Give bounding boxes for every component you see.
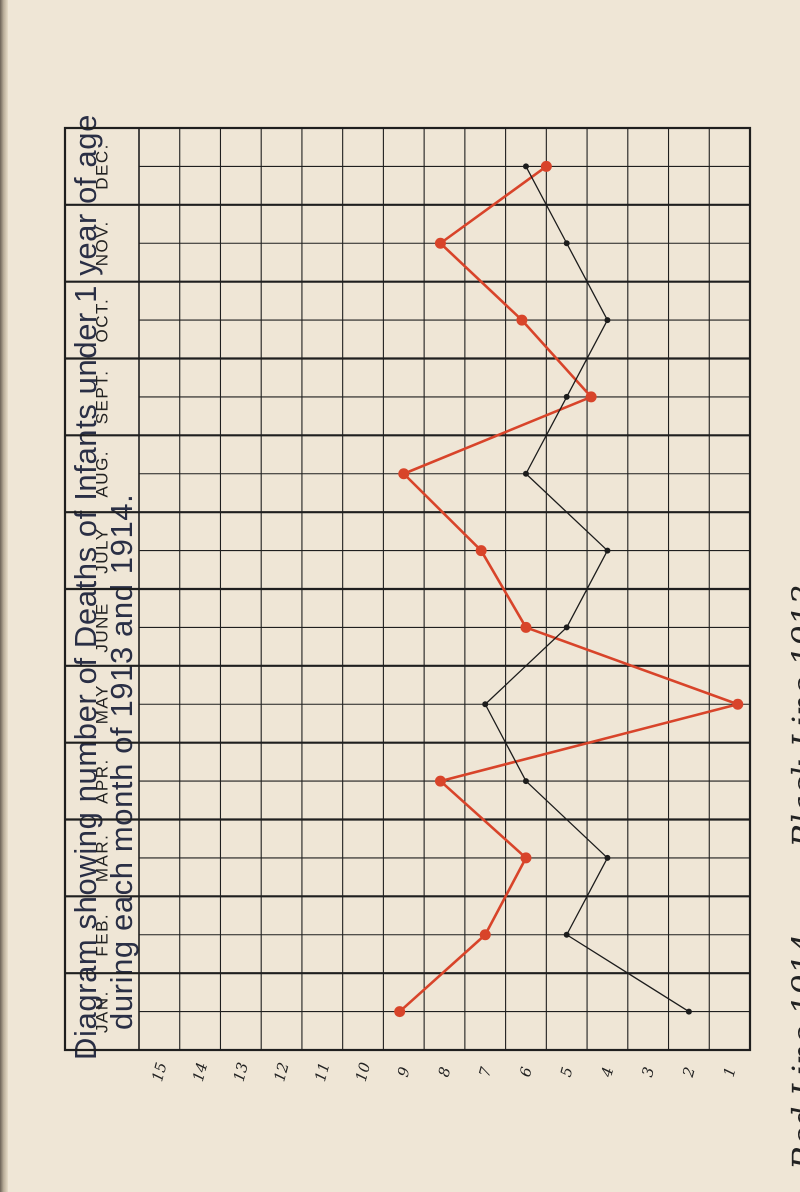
value-tick-label: 4 <box>597 1065 617 1080</box>
value-tick-label: 11 <box>311 1060 333 1083</box>
month-label: OCT. <box>93 298 112 343</box>
value-tick-label: 5 <box>557 1065 577 1079</box>
value-tick-label: 14 <box>189 1060 211 1083</box>
data-point-1913 <box>563 624 570 631</box>
data-point-1914 <box>585 391 597 403</box>
data-point-1913 <box>604 547 611 554</box>
binding-edge <box>0 0 8 1192</box>
legend-red: Red Line 1914 <box>785 933 800 1170</box>
data-point-1913 <box>563 240 570 247</box>
data-point-1913 <box>685 1008 692 1015</box>
month-label: SEPT. <box>93 370 112 425</box>
series-line-1913 <box>484 166 690 1013</box>
legend: Red Line 1914 Black Line 1913 <box>785 550 800 1170</box>
data-point-1914 <box>434 775 446 787</box>
data-point-1914 <box>475 545 487 557</box>
data-point-1913 <box>604 317 611 324</box>
month-label: AUG. <box>93 450 112 498</box>
data-point-1913 <box>522 470 529 477</box>
data-point-1913 <box>522 778 529 785</box>
data-point-1914 <box>520 621 532 633</box>
value-tick-label: 12 <box>270 1060 292 1083</box>
data-point-1913 <box>563 393 570 400</box>
value-tick-label: 2 <box>679 1065 699 1080</box>
value-tick-label: 15 <box>148 1060 170 1083</box>
month-label: FEB. <box>93 913 112 957</box>
series-line-1914 <box>398 165 740 1013</box>
value-tick-label: 10 <box>352 1060 374 1084</box>
data-point-1914 <box>434 237 446 249</box>
data-point-1914 <box>520 852 532 864</box>
legend-black: Black Line 1913 <box>785 584 800 848</box>
value-tick-label: 13 <box>230 1060 252 1083</box>
month-label: JULY <box>93 527 112 573</box>
value-tick-label: 1 <box>720 1065 740 1079</box>
month-label: APR. <box>93 758 112 804</box>
month-label: JAN. <box>93 990 112 1033</box>
data-point-1913 <box>604 854 611 861</box>
data-point-1913 <box>522 163 529 170</box>
data-point-1914 <box>540 160 552 172</box>
month-label: NOV. <box>93 220 112 266</box>
month-label: MAY <box>93 684 112 724</box>
value-tick-label: 7 <box>475 1065 495 1079</box>
data-point-1914 <box>394 1006 406 1018</box>
value-tick-label: 9 <box>394 1065 414 1079</box>
month-label: MAR. <box>93 834 112 883</box>
data-point-1913 <box>482 701 489 708</box>
month-label: DEC. <box>93 143 112 190</box>
data-point-1914 <box>398 468 410 480</box>
value-tick-label: 8 <box>435 1065 455 1079</box>
month-label: JUNE <box>93 602 112 652</box>
value-tick-label: 3 <box>638 1065 658 1079</box>
data-point-1914 <box>516 314 528 326</box>
value-tick-label: 6 <box>516 1065 536 1079</box>
data-point-1914 <box>732 698 744 710</box>
data-point-1914 <box>479 929 491 941</box>
data-point-1913 <box>563 931 570 938</box>
